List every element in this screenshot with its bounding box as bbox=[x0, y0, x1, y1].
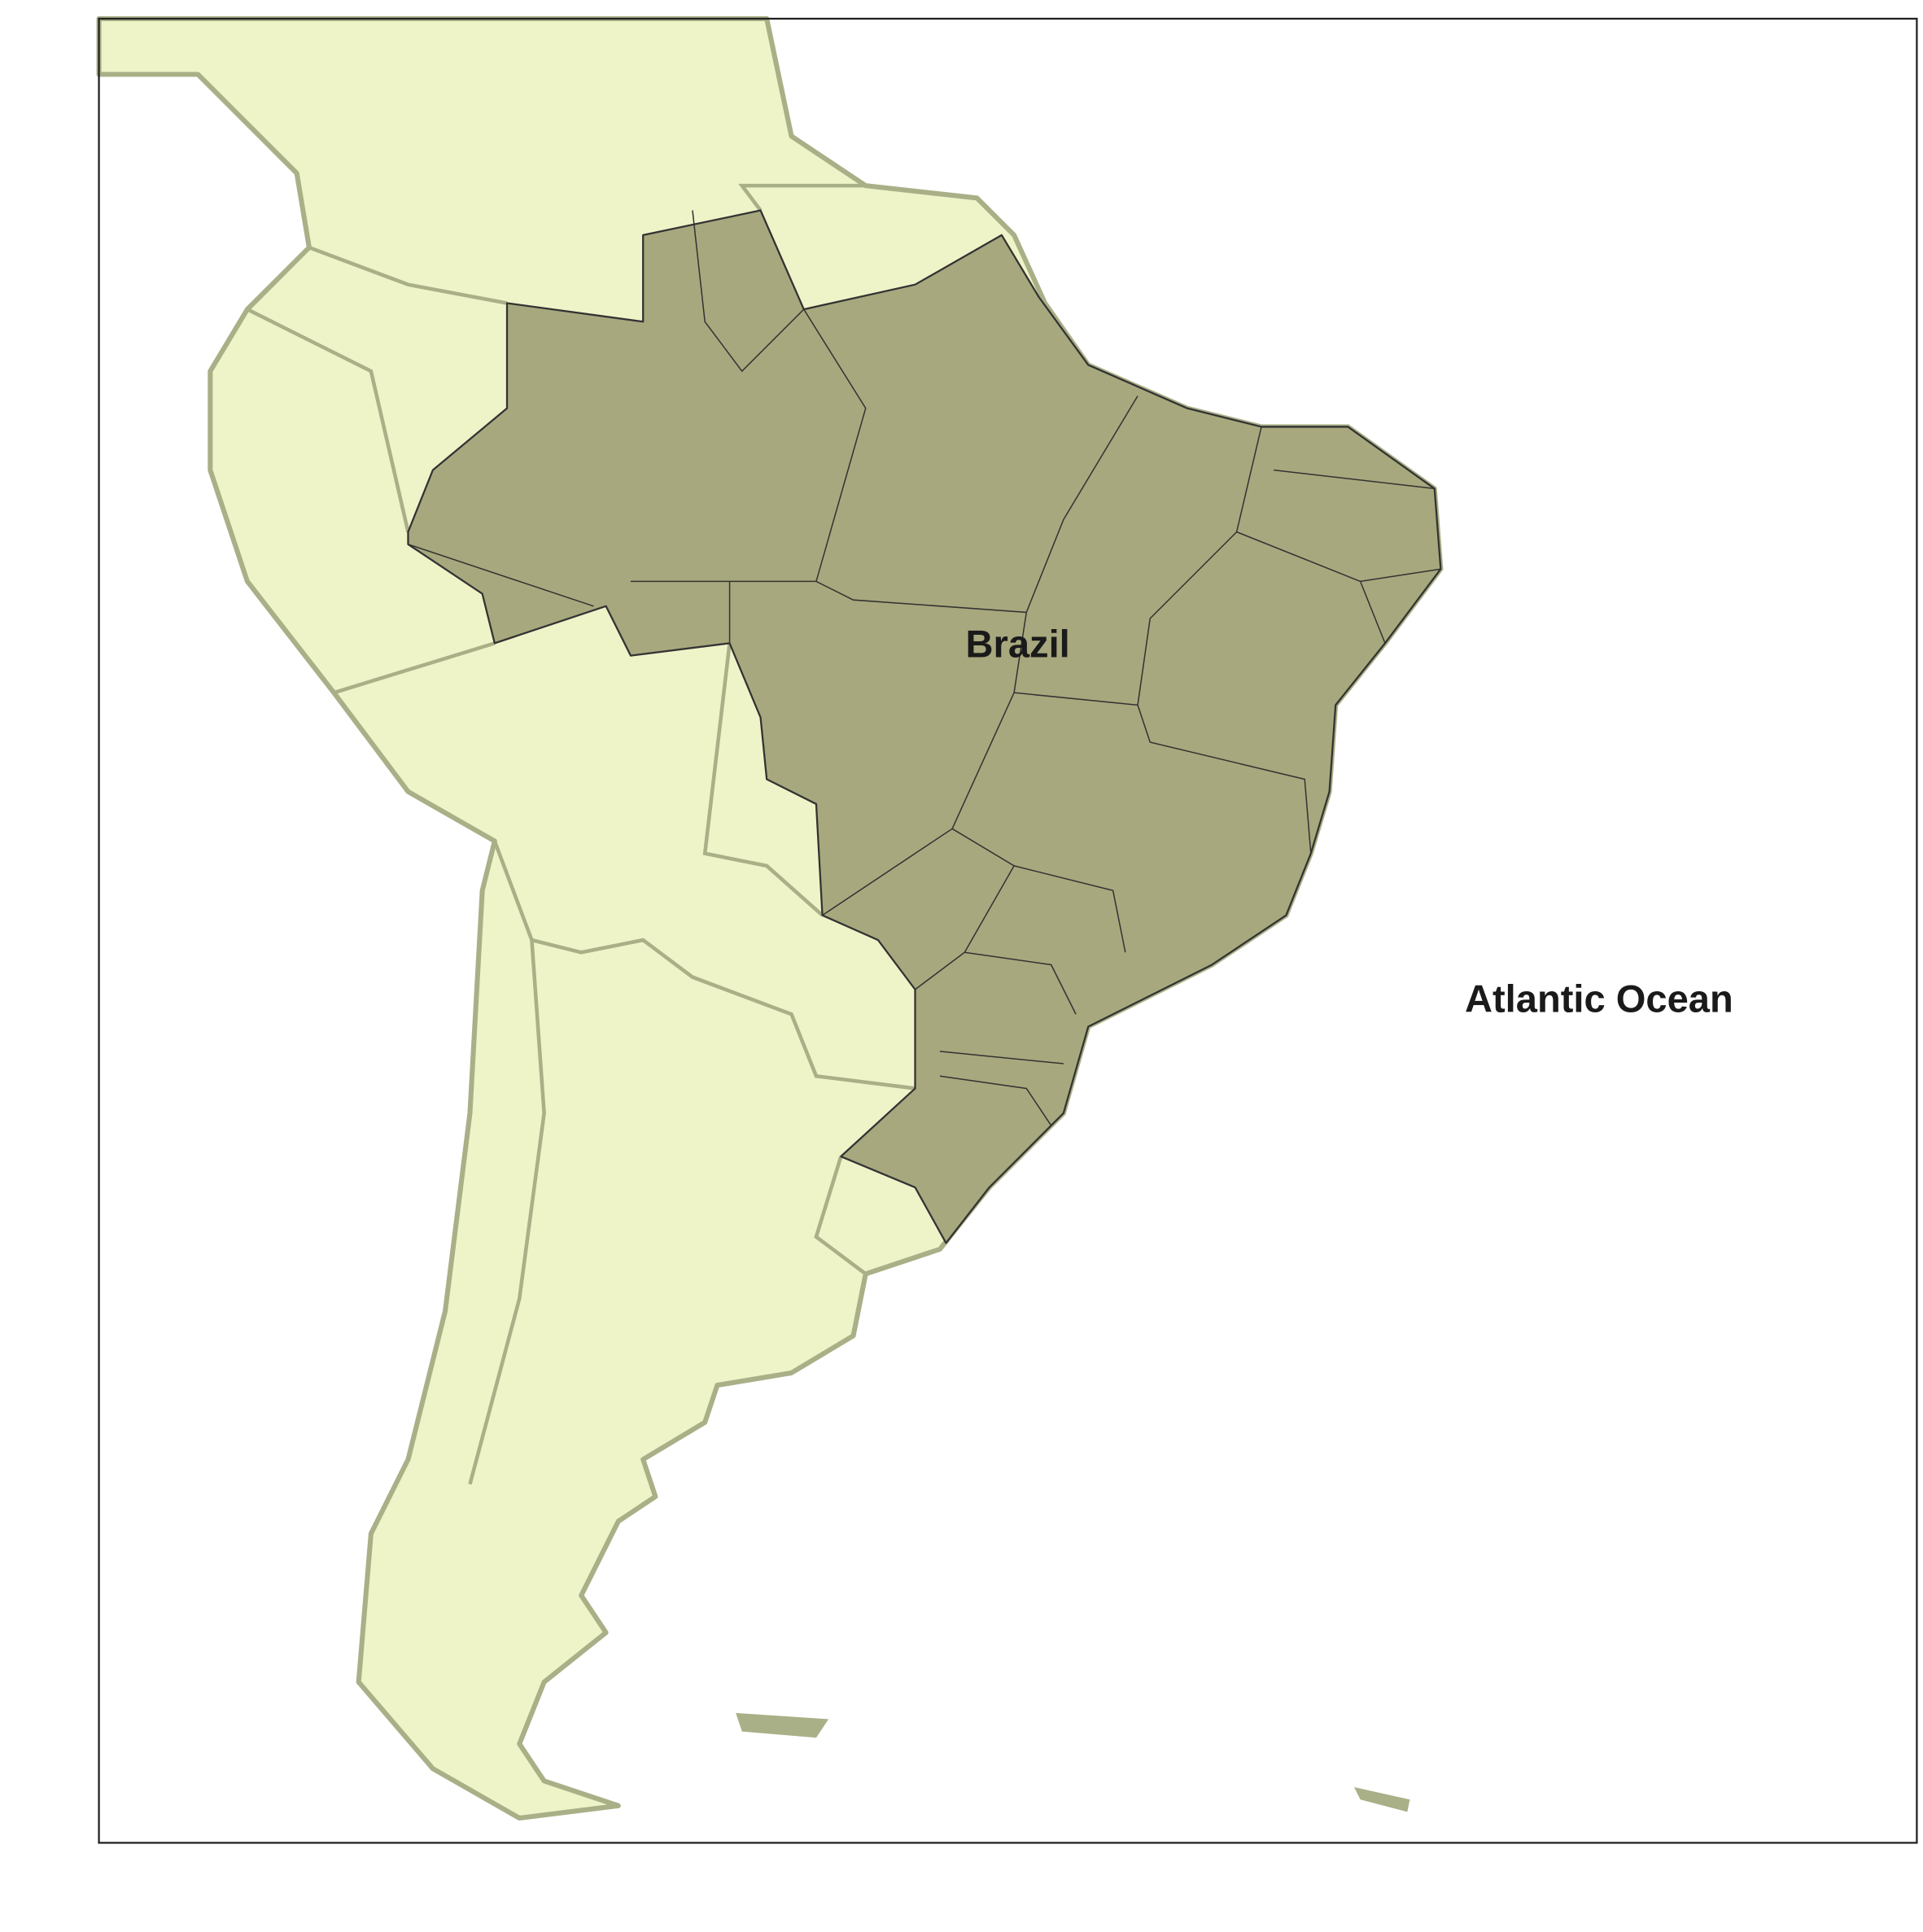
state-borders bbox=[408, 210, 1441, 1126]
map-frame bbox=[98, 17, 1918, 1844]
country-borders bbox=[246, 183, 916, 1485]
islands bbox=[736, 1712, 1410, 1812]
country-label: Brazil bbox=[966, 622, 1070, 665]
land bbox=[96, 15, 1444, 1821]
ocean-label: Atlantic Ocean bbox=[1465, 977, 1733, 1021]
